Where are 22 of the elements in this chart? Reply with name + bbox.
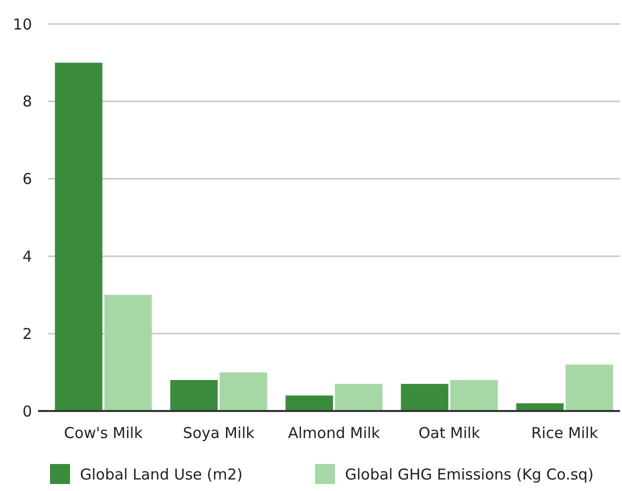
bar xyxy=(334,384,382,411)
bar xyxy=(450,380,498,411)
x-tick-label: Rice Milk xyxy=(531,424,598,442)
y-tick-label: 8 xyxy=(22,92,32,111)
y-tick-label: 2 xyxy=(22,324,32,343)
bar xyxy=(170,380,218,411)
bar xyxy=(220,372,268,411)
bar xyxy=(400,384,448,411)
y-tick-label: 6 xyxy=(22,170,32,188)
y-tick-label: 4 xyxy=(22,247,32,266)
legend-label: Global GHG Emissions (Kg Co.sq) xyxy=(345,465,594,484)
x-tick-label: Almond Milk xyxy=(288,424,380,442)
x-tick-label: Cow's Milk xyxy=(64,424,143,442)
y-tick-label: 0 xyxy=(22,402,32,420)
bar xyxy=(54,62,102,411)
y-tick-label: 10 xyxy=(12,15,32,34)
x-tick-label: Soya Milk xyxy=(182,424,255,442)
x-tick-label: Oat Milk xyxy=(418,424,480,442)
bar xyxy=(566,364,614,411)
bar xyxy=(104,294,152,411)
legend-label: Global Land Use (m2) xyxy=(80,465,243,484)
bar xyxy=(286,396,334,411)
